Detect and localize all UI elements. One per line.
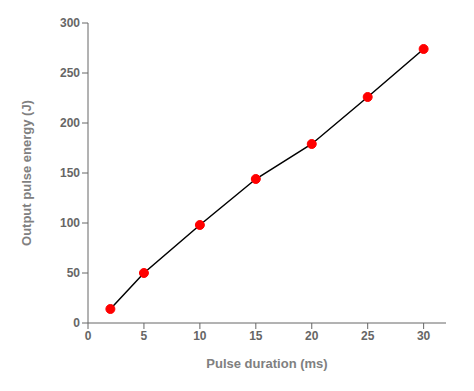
svg-text:5: 5: [141, 329, 148, 343]
svg-text:200: 200: [60, 116, 80, 130]
svg-text:150: 150: [60, 166, 80, 180]
svg-text:300: 300: [60, 16, 80, 30]
svg-text:10: 10: [193, 329, 207, 343]
svg-text:30: 30: [417, 329, 431, 343]
svg-text:100: 100: [60, 216, 80, 230]
svg-text:25: 25: [361, 329, 375, 343]
svg-text:0: 0: [85, 329, 92, 343]
svg-text:20: 20: [305, 329, 319, 343]
svg-text:50: 50: [67, 266, 81, 280]
svg-text:Pulse duration (ms): Pulse duration (ms): [206, 356, 327, 371]
svg-text:15: 15: [249, 329, 263, 343]
svg-text:0: 0: [73, 316, 80, 330]
svg-text:250: 250: [60, 66, 80, 80]
svg-text:Output pulse energy (J): Output pulse energy (J): [19, 100, 34, 246]
